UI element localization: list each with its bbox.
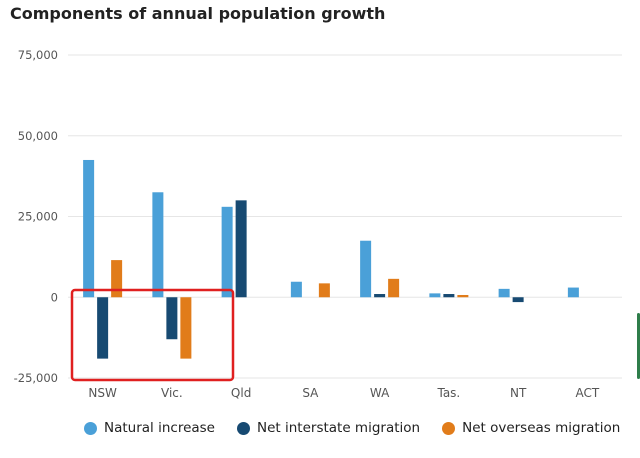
y-tick-label: 0 — [51, 290, 58, 304]
net-overseas-migration-bar[interactable] — [111, 260, 123, 298]
x-tick-label: NSW — [88, 386, 117, 400]
y-tick-label: 75,000 — [18, 48, 58, 62]
legend-swatch-net-interstate-migration — [237, 421, 250, 435]
x-tick-label: Qld — [231, 386, 251, 400]
natural-increase-bar[interactable] — [567, 287, 579, 298]
legend: Natural increase Net interstate migratio… — [84, 420, 620, 436]
grid-layer — [68, 54, 622, 379]
x-tick-label: Vic. — [161, 386, 183, 400]
legend-label: Natural increase — [104, 420, 215, 436]
bars — [83, 159, 579, 359]
net-interstate-migration-bar[interactable] — [512, 297, 524, 303]
natural-increase-bar[interactable] — [290, 281, 302, 298]
chart-title: Components of annual population growth — [10, 4, 386, 23]
natural-increase-bar[interactable] — [221, 206, 233, 298]
net-interstate-migration-bar[interactable] — [443, 294, 455, 298]
natural-increase-bar[interactable] — [360, 240, 372, 298]
net-overseas-migration-bar[interactable] — [388, 278, 400, 298]
legend-item-net-interstate-migration[interactable]: Net interstate migration — [237, 420, 420, 436]
legend-label: Net overseas migration — [462, 420, 621, 436]
natural-increase-bar[interactable] — [498, 288, 510, 298]
legend-swatch-net-overseas-migration — [442, 421, 456, 435]
legend-item-natural-increase[interactable]: Natural increase — [84, 420, 215, 436]
bar-chart: 75,000 50,000 25,000 0 -25,000 NSW Vic. Qld SA W… — [14, 48, 622, 400]
legend-item-net-overseas-migration[interactable]: Net overseas migration — [442, 420, 620, 436]
highlight-box — [70, 288, 235, 382]
x-tick-label: NT — [510, 386, 527, 400]
x-tick-label: SA — [302, 386, 319, 400]
y-axis-ticks: 75,000 50,000 25,000 0 -25,000 — [14, 48, 58, 385]
x-tick-label: Tas. — [436, 386, 460, 400]
y-tick-label: 50,000 — [18, 129, 58, 143]
x-tick-label: ACT — [576, 386, 600, 400]
net-overseas-migration-bar[interactable] — [457, 294, 469, 298]
net-interstate-migration-bar[interactable] — [166, 297, 178, 340]
net-interstate-migration-bar[interactable] — [235, 200, 247, 298]
legend-swatch-natural-increase — [84, 421, 97, 435]
net-overseas-migration-bar[interactable] — [180, 297, 192, 359]
natural-increase-bar[interactable] — [83, 159, 95, 298]
y-tick-label: -25,000 — [14, 371, 58, 385]
x-axis-ticks: NSW Vic. Qld SA WA Tas. NT ACT — [88, 386, 600, 400]
natural-increase-bar[interactable] — [429, 293, 441, 298]
natural-increase-bar[interactable] — [152, 192, 164, 298]
net-overseas-migration-bar[interactable] — [318, 283, 330, 298]
legend-label: Net interstate migration — [257, 420, 421, 436]
scroll-handle[interactable] — [637, 313, 640, 379]
x-tick-label: WA — [370, 386, 390, 400]
y-tick-label: 25,000 — [18, 210, 58, 224]
net-interstate-migration-bar[interactable] — [97, 297, 109, 359]
net-interstate-migration-bar[interactable] — [374, 294, 386, 298]
